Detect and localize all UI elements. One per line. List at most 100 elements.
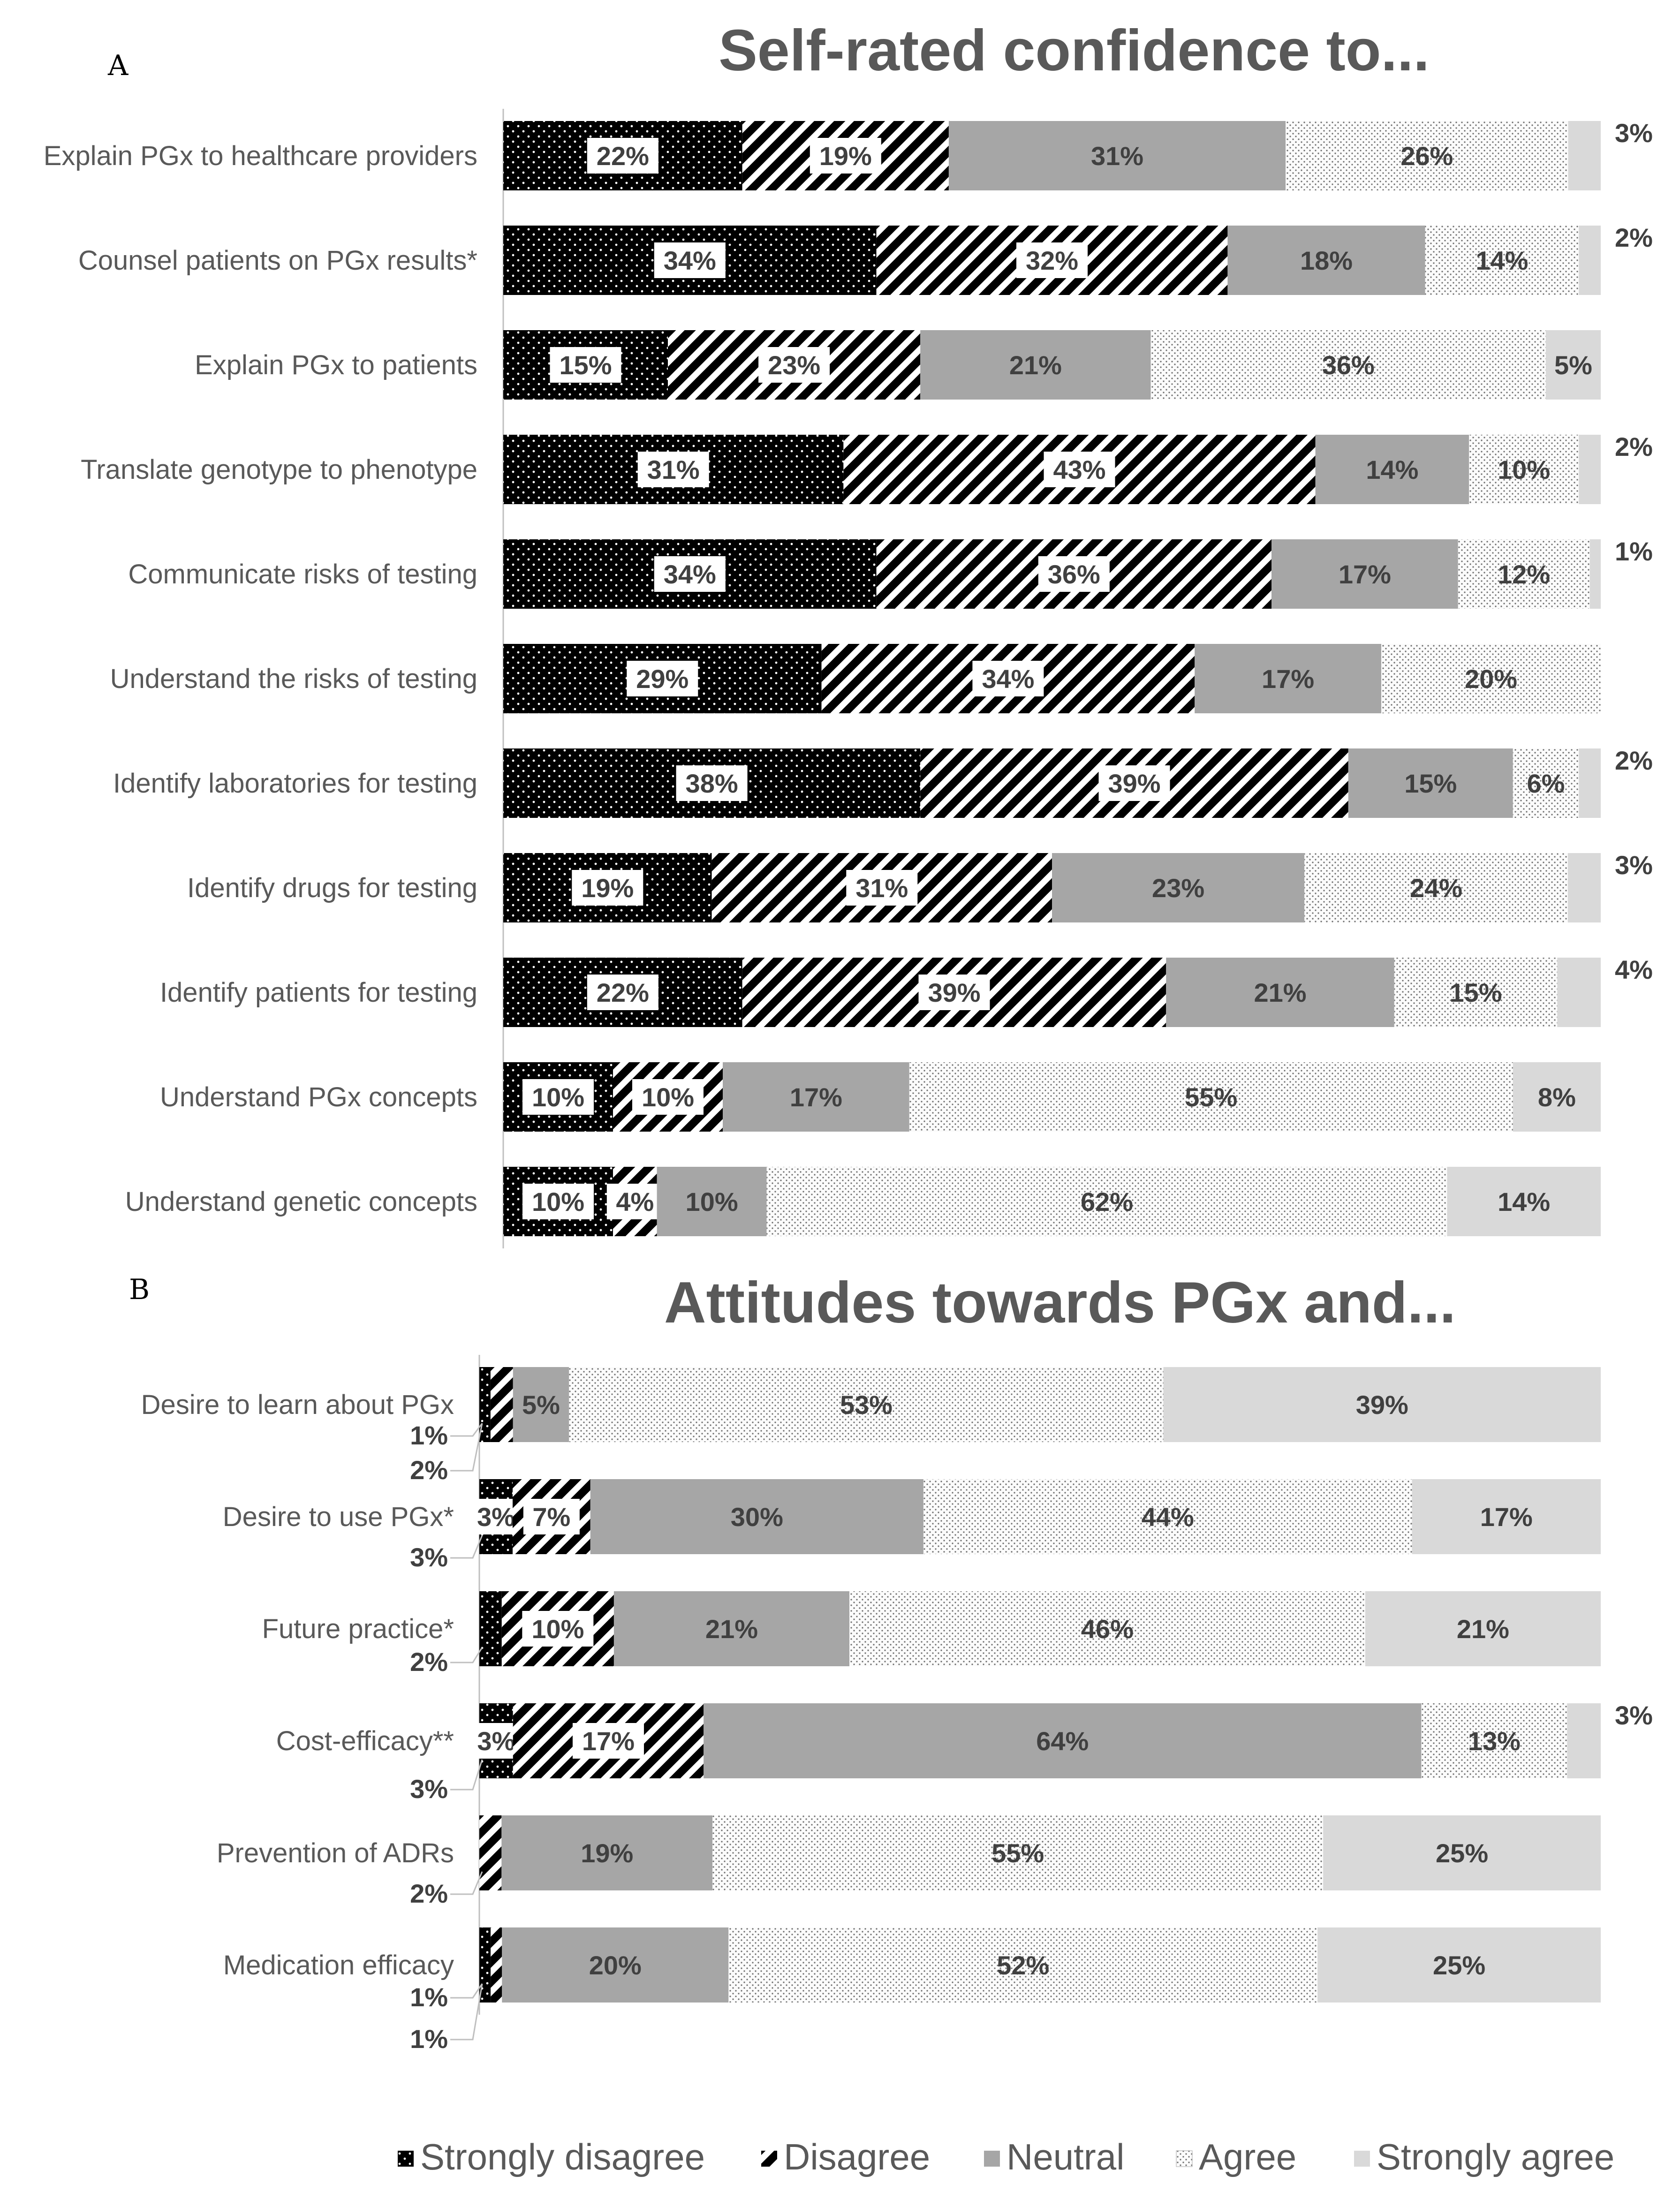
legend-swatch-d bbox=[761, 2151, 777, 2167]
data-label: 19% bbox=[819, 141, 872, 171]
bar-segment-sa bbox=[1589, 539, 1601, 609]
data-label: 34% bbox=[664, 559, 716, 589]
data-label: 64% bbox=[1036, 1726, 1089, 1756]
data-label: 8% bbox=[1538, 1082, 1576, 1112]
label-box bbox=[632, 1079, 704, 1115]
bar-segment-sa bbox=[1568, 121, 1601, 190]
category-label: Future practice* bbox=[262, 1614, 454, 1644]
label-box bbox=[654, 242, 726, 278]
data-label: 31% bbox=[1091, 141, 1143, 171]
data-label: 10% bbox=[686, 1187, 738, 1217]
callout-leader bbox=[450, 1871, 483, 1895]
bar-segment-sa bbox=[1323, 1815, 1601, 1890]
data-label: 23% bbox=[1152, 873, 1204, 903]
panel-b-letter: B bbox=[129, 1273, 150, 1306]
bar-segment-neutral bbox=[1271, 539, 1458, 609]
category-label: Counsel patients on PGx results* bbox=[78, 245, 477, 276]
label-box bbox=[1098, 765, 1170, 801]
data-label: 43% bbox=[1053, 455, 1105, 484]
data-label: 15% bbox=[559, 350, 612, 380]
bar-segment-sa bbox=[1557, 958, 1601, 1027]
data-label: 21% bbox=[1009, 350, 1062, 380]
category-label: Identify patients for testing bbox=[160, 977, 477, 1008]
label-box bbox=[1038, 556, 1110, 592]
data-label: 19% bbox=[581, 873, 634, 903]
data-label: 24% bbox=[1410, 873, 1462, 903]
data-label: 39% bbox=[1108, 769, 1160, 798]
data-label: 2% bbox=[410, 1647, 448, 1677]
legend-swatch-sd bbox=[398, 2151, 414, 2167]
data-label: 31% bbox=[647, 455, 700, 484]
bar-segment-neutral bbox=[590, 1479, 923, 1554]
data-label: 1% bbox=[410, 2024, 448, 2054]
bar-segment-neutral bbox=[948, 121, 1286, 190]
category-label: Understand the risks of testing bbox=[110, 664, 477, 694]
data-label: 15% bbox=[1450, 978, 1502, 1007]
bar-segment-sa bbox=[1579, 435, 1601, 504]
data-label: 5% bbox=[1554, 350, 1592, 380]
data-label: 1% bbox=[1615, 537, 1653, 566]
bar-segment-sa bbox=[1579, 748, 1601, 818]
label-box bbox=[587, 138, 658, 174]
bar-segment-sa bbox=[1163, 1367, 1601, 1442]
label-box bbox=[572, 1723, 644, 1759]
legend-label: Strongly disagree bbox=[420, 2136, 705, 2177]
data-label: 55% bbox=[1185, 1082, 1237, 1112]
data-label: 10% bbox=[531, 1614, 584, 1644]
data-label: 13% bbox=[1468, 1726, 1521, 1756]
data-label: 29% bbox=[636, 664, 689, 694]
bar-segment-agree bbox=[1381, 644, 1601, 713]
data-label: 19% bbox=[581, 1838, 633, 1868]
bar-segment-agree bbox=[1304, 853, 1568, 922]
callout-leader bbox=[450, 1983, 483, 2040]
data-label: 3% bbox=[410, 1774, 448, 1804]
data-label: 2% bbox=[410, 1455, 448, 1485]
bar-segment-neutral bbox=[1166, 958, 1394, 1027]
label-box bbox=[758, 347, 830, 383]
data-label: 3% bbox=[1615, 118, 1653, 148]
data-label: 20% bbox=[589, 1950, 642, 1980]
bar-segment-agree bbox=[569, 1367, 1164, 1442]
bar-segment-agree bbox=[909, 1062, 1513, 1132]
label-box bbox=[587, 975, 658, 1010]
data-label: 53% bbox=[840, 1390, 893, 1420]
data-label: 46% bbox=[1081, 1614, 1134, 1644]
bar-segment-sa bbox=[1567, 1703, 1601, 1778]
data-label: 23% bbox=[768, 350, 820, 380]
data-label: 21% bbox=[705, 1614, 758, 1644]
data-label: 3% bbox=[410, 1542, 448, 1572]
data-label: 31% bbox=[855, 873, 908, 903]
data-label: 5% bbox=[522, 1390, 560, 1420]
bar-segment-agree bbox=[1286, 121, 1568, 190]
category-label: Identify laboratories for testing bbox=[113, 768, 477, 799]
category-label: Explain PGx to patients bbox=[195, 350, 477, 380]
data-label: 25% bbox=[1433, 1950, 1485, 1980]
legend-swatch-sa bbox=[1354, 2151, 1370, 2167]
bar-segment-d bbox=[479, 1815, 502, 1890]
data-label: 2% bbox=[1615, 746, 1653, 775]
bar-segment-sa bbox=[1365, 1591, 1601, 1666]
data-label: 14% bbox=[1476, 246, 1528, 275]
bar-segment-d bbox=[491, 1927, 502, 2003]
data-label: 22% bbox=[597, 978, 649, 1007]
data-label: 1% bbox=[410, 1982, 448, 2012]
label-box bbox=[523, 1499, 580, 1534]
data-label: 2% bbox=[1615, 432, 1653, 461]
data-label: 32% bbox=[1026, 246, 1078, 275]
category-label: Prevention of ADRs bbox=[217, 1838, 454, 1868]
data-label: 7% bbox=[532, 1502, 570, 1532]
callout-leader bbox=[450, 1759, 483, 1791]
bar-segment-agree bbox=[1513, 748, 1579, 818]
callout-leader bbox=[450, 1535, 483, 1559]
bar-segment-agree bbox=[1394, 958, 1558, 1027]
bar-segment-neutral bbox=[513, 1367, 569, 1442]
data-label: 15% bbox=[1404, 769, 1457, 798]
label-box bbox=[522, 1184, 594, 1219]
data-label: 36% bbox=[1048, 559, 1100, 589]
label-box bbox=[918, 975, 990, 1010]
label-box bbox=[550, 347, 621, 383]
callout-leader bbox=[450, 1423, 483, 1472]
data-label: 10% bbox=[532, 1187, 584, 1217]
data-label: 17% bbox=[582, 1726, 635, 1756]
label-box bbox=[1044, 452, 1115, 487]
